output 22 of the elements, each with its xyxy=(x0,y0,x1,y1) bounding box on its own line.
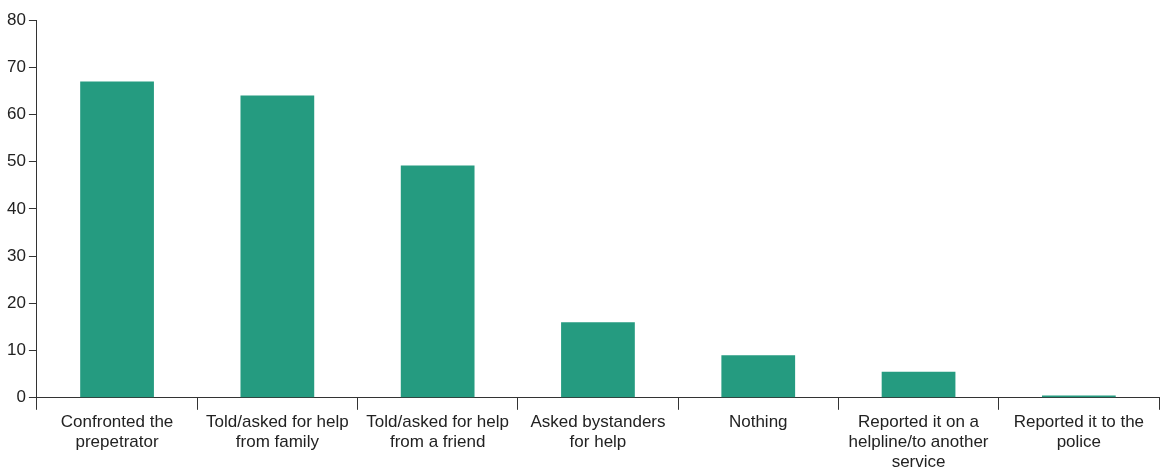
y-tick-label: 80 xyxy=(6,9,26,29)
y-tick-label: 20 xyxy=(6,293,26,313)
bar xyxy=(561,322,635,398)
bar xyxy=(240,95,315,398)
bar xyxy=(881,371,956,398)
y-tick-label: 0 xyxy=(16,387,26,407)
y-tick-label: 30 xyxy=(6,245,26,265)
y-tick-label: 50 xyxy=(6,151,26,171)
bar xyxy=(721,355,796,398)
x-tick-label: Told/asked for help from family xyxy=(206,411,349,452)
y-tick-label: 10 xyxy=(6,340,26,360)
x-tick-label: Nothing xyxy=(728,411,788,431)
x-tick-label: Reported it on a helpline/to another service xyxy=(848,411,989,472)
bar xyxy=(80,81,154,398)
y-tick-label: 70 xyxy=(6,56,26,76)
x-tick-label: Asked bystanders for help xyxy=(530,411,666,452)
x-tick-label: Reported it to the police xyxy=(1013,411,1145,452)
x-tick-label: Told/asked for help from a friend xyxy=(366,411,510,452)
x-tick-label: Confronted the prepetrator xyxy=(60,411,174,452)
y-tick-label: 40 xyxy=(6,198,26,218)
y-tick-label: 60 xyxy=(6,104,26,124)
bar xyxy=(400,165,475,398)
